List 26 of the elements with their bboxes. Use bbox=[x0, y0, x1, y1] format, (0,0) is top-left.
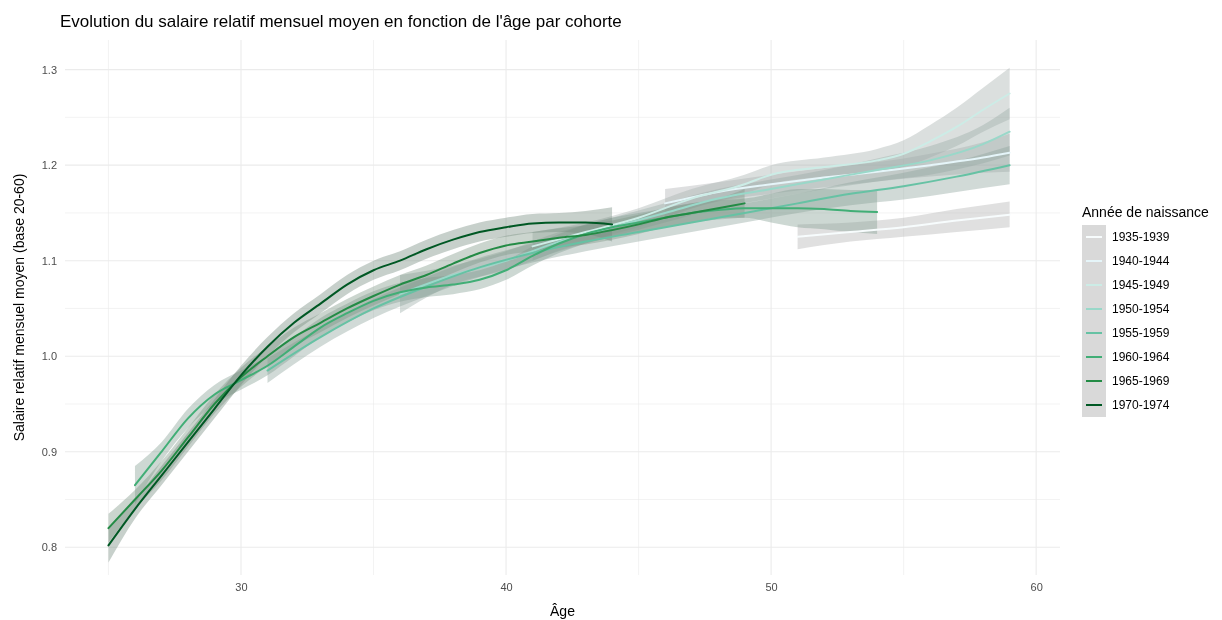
legend-label: 1965-1969 bbox=[1112, 374, 1170, 388]
x-tick-label: 50 bbox=[765, 580, 778, 593]
y-tick-label: 0.9 bbox=[41, 445, 57, 458]
y-tick-label: 0.8 bbox=[41, 541, 57, 554]
x-tick-label: 40 bbox=[500, 580, 513, 593]
line-series bbox=[664, 151, 1011, 205]
legend-label: 1950-1954 bbox=[1112, 302, 1170, 316]
line-series bbox=[399, 130, 1011, 296]
y-tick-label: 1.3 bbox=[41, 63, 57, 76]
chart-title: Evolution du salaire relatif mensuel moyen en fonction de l'âge par cohorte bbox=[60, 12, 622, 31]
x-tick-label: 30 bbox=[235, 580, 248, 593]
legend-label: 1960-1964 bbox=[1112, 350, 1170, 364]
legend-label: 1955-1959 bbox=[1112, 326, 1170, 340]
legend-label: 1940-1944 bbox=[1112, 254, 1170, 268]
y-axis-title: Salaire relatif mensuel moyen (base 20-60) bbox=[11, 173, 27, 442]
legend-label: 1945-1949 bbox=[1112, 278, 1170, 292]
x-axis-title: Âge bbox=[550, 603, 576, 619]
legend-title: Année de naissance bbox=[1082, 204, 1210, 220]
x-tick-label: 60 bbox=[1030, 580, 1043, 593]
legend-label: 1970-1974 bbox=[1112, 398, 1170, 412]
legend-label: 1935-1939 bbox=[1112, 230, 1170, 244]
line-series bbox=[531, 92, 1011, 248]
y-tick-label: 1.0 bbox=[41, 350, 57, 363]
y-tick-label: 1.2 bbox=[41, 159, 57, 172]
line-series bbox=[796, 213, 1011, 238]
y-tick-label: 1.1 bbox=[41, 254, 57, 267]
